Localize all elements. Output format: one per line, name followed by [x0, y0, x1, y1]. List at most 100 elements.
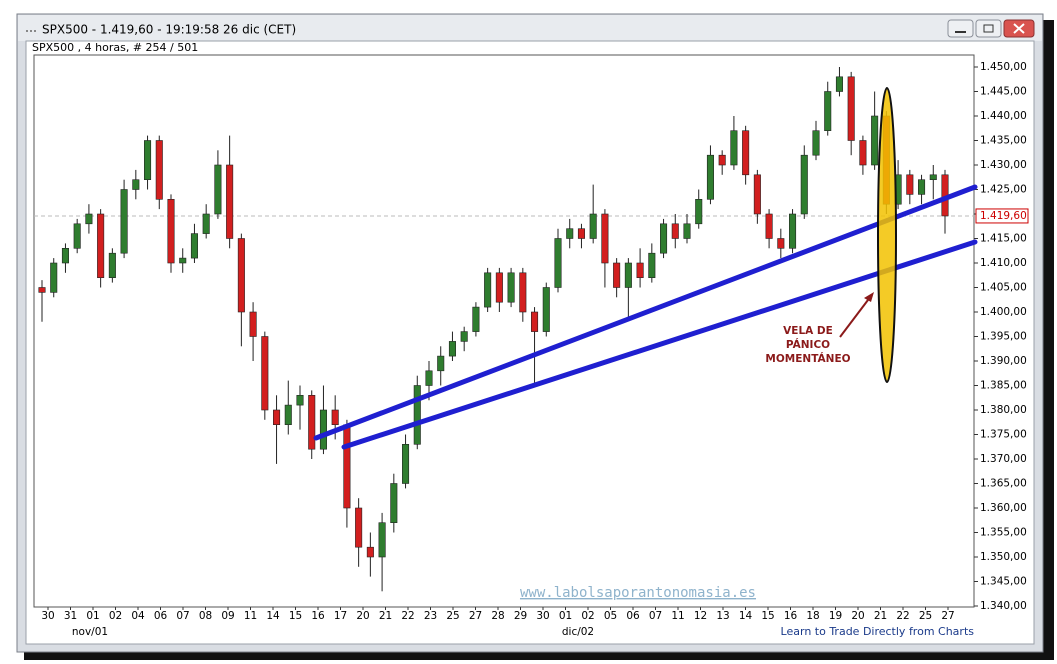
x-tick-label: 04 [131, 610, 145, 622]
candle-body [706, 154, 714, 200]
candle-body [97, 213, 105, 279]
x-tick-label: 14 [266, 610, 280, 622]
x-tick-label: 21 [874, 610, 887, 622]
candle-body [765, 213, 773, 239]
candle-body [542, 287, 550, 332]
candle-body [929, 174, 937, 181]
x-tick-label: 22 [401, 610, 414, 622]
y-tick-label: 1.415,00 [980, 233, 1027, 245]
candle-body [437, 355, 445, 372]
candle-body [589, 213, 597, 239]
candle-body [484, 272, 492, 308]
candle-body [190, 233, 198, 259]
x-tick-label: 31 [64, 610, 77, 622]
plot: 1.340,00 1.345,00 1.350,00 1.355,00 1.360,00… [34, 61, 1029, 638]
candle-body [671, 223, 679, 239]
x-tick-label: 06 [626, 610, 640, 622]
y-tick-label: 1.340,00 [980, 600, 1027, 612]
candle-body [718, 154, 726, 166]
candle-body [331, 409, 339, 425]
x-tick-label: 30 [536, 610, 549, 622]
candle-body [800, 154, 808, 215]
x-tick-label: 08 [199, 610, 212, 622]
x-tick-label: 05 [604, 610, 617, 622]
candle-body [636, 262, 644, 278]
last-price-label: 1.419,60 [980, 210, 1027, 222]
x-tick-label: 02 [109, 610, 122, 622]
candle-body [742, 130, 750, 176]
x-tick-label: 27 [941, 610, 954, 622]
arrow [839, 295, 872, 338]
y-tick-label: 1.450,00 [980, 61, 1027, 73]
arrow-head [864, 292, 874, 302]
x-tick-label: 20 [851, 610, 864, 622]
annotation-line: VELA DE [783, 325, 833, 337]
candle-body [507, 272, 515, 303]
candle-body [460, 331, 468, 342]
candle-body [413, 385, 421, 445]
x-tick-label: 20 [356, 610, 369, 622]
candle-body [472, 306, 480, 332]
x-tick-label: 06 [154, 610, 168, 622]
x-tick-label: 29 [514, 610, 527, 622]
y-tick-label: 1.400,00 [980, 306, 1027, 318]
candle-body [73, 223, 81, 249]
candle-body [601, 213, 609, 264]
candle-body [777, 238, 785, 249]
x-tick-label: 01 [86, 610, 99, 622]
title-bar [18, 15, 1042, 41]
candle-body [249, 311, 257, 337]
y-tick-label: 1.395,00 [980, 331, 1027, 343]
plot-area [33, 54, 975, 608]
x-tick-label: 19 [829, 610, 842, 622]
footer-link[interactable]: Learn to Trade Directly from Charts [781, 625, 975, 638]
candle-body [448, 341, 456, 357]
minimize-button[interactable] [947, 19, 974, 38]
candle-body [577, 228, 585, 239]
chart-subtitle: SPX500 , 4 horas, # 254 / 501 [32, 41, 198, 54]
x-tick-label: 25 [446, 610, 459, 622]
candle-body [378, 522, 386, 558]
restore-button[interactable] [975, 19, 1002, 38]
y-tick-label: 1.405,00 [980, 282, 1027, 294]
x-tick-label: 13 [716, 610, 729, 622]
candle-body [120, 189, 128, 254]
candle-body [85, 213, 93, 225]
candle-body [155, 140, 163, 200]
x-tick-label: 21 [379, 610, 392, 622]
y-tick-label: 1.360,00 [980, 502, 1027, 514]
x-tick-label: 25 [919, 610, 932, 622]
x-tick-label: 17 [334, 610, 347, 622]
y-tick-label: 1.355,00 [980, 527, 1027, 539]
x-tick-label: 15 [761, 610, 774, 622]
candle-body [38, 287, 46, 293]
candle-body [660, 223, 668, 254]
y-tick-label: 1.365,00 [980, 478, 1027, 490]
x-tick-label: 28 [491, 610, 504, 622]
last-price-box [975, 208, 1029, 224]
candle-body [519, 272, 527, 313]
candle-body [554, 238, 562, 288]
x-tick-label: 09 [221, 610, 234, 622]
candle-body [273, 409, 281, 425]
candle-body [308, 394, 316, 450]
y-tick-label: 1.430,00 [980, 159, 1027, 171]
candle-body [261, 336, 269, 411]
candle-body [753, 174, 761, 215]
candle-body [179, 257, 187, 264]
candle-body [906, 174, 914, 195]
x-tick-label: 11 [244, 610, 257, 622]
candle-body [50, 262, 58, 293]
restore-icon [983, 24, 994, 33]
candle-body [343, 424, 351, 509]
annotation-line: PÁNICO [786, 338, 830, 351]
annotation-line: MOMENTÁNEO [765, 352, 850, 365]
candle-body [495, 272, 503, 303]
candle-body [683, 223, 691, 239]
month-label: dic/02 [562, 626, 594, 638]
window-buttons[interactable] [947, 19, 1035, 38]
candle-body [624, 262, 632, 288]
